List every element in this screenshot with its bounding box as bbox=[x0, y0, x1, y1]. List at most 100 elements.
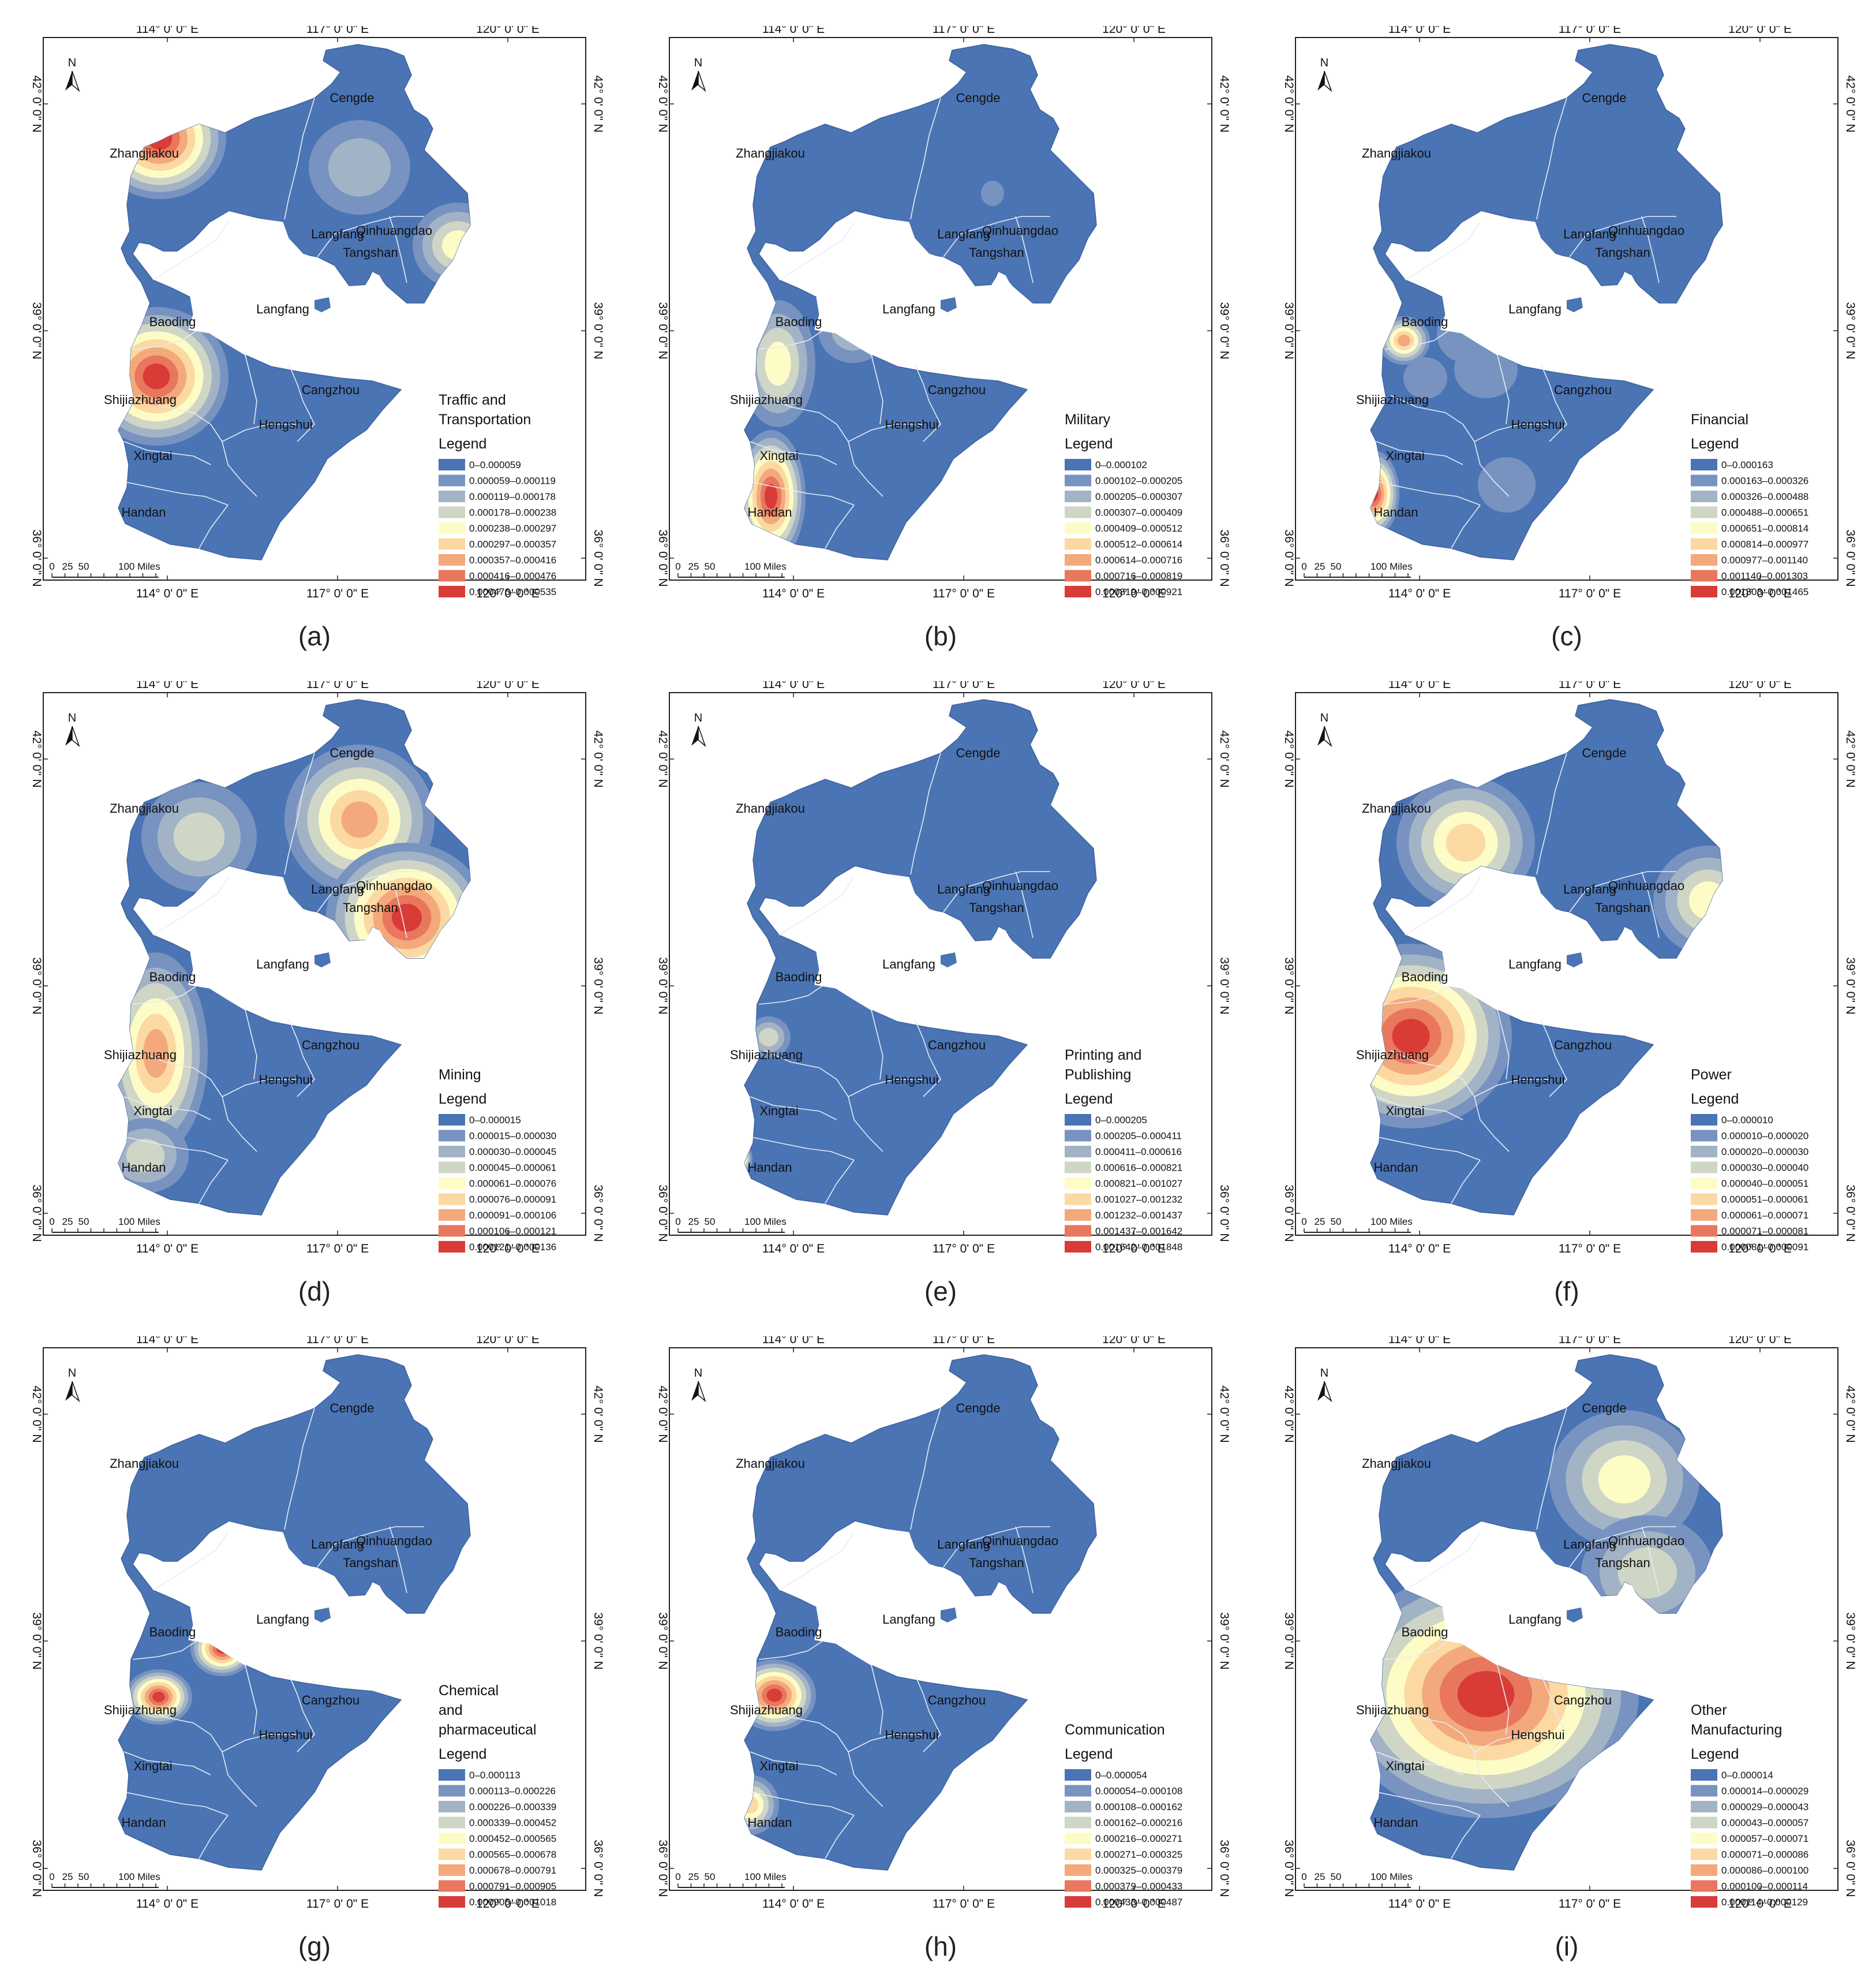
city-label: Hengshui bbox=[885, 1072, 939, 1087]
density-contour bbox=[1446, 824, 1486, 862]
scale-bar-tick-label: 0 bbox=[1301, 1871, 1306, 1882]
density-contour bbox=[766, 1688, 782, 1702]
city-borders bbox=[123, 753, 424, 1204]
legend-range-label: 0.000307–0.000409 bbox=[1095, 507, 1182, 518]
city-label: Hengshui bbox=[1511, 1728, 1565, 1742]
legend-swatch bbox=[1065, 538, 1091, 550]
city-border bbox=[778, 877, 855, 936]
legend-swatch bbox=[1065, 506, 1091, 518]
north-arrow-label: N bbox=[1320, 57, 1328, 69]
lat-label-right: 42° 0' 0" N bbox=[591, 75, 603, 132]
density-contour bbox=[1457, 1671, 1515, 1717]
city-label: Langfang bbox=[311, 1537, 364, 1552]
legend-swatch bbox=[439, 1241, 465, 1253]
lon-label-top: 117° 0' 0" E bbox=[933, 1336, 995, 1346]
legend-range-label: 0.000819–0.000921 bbox=[1095, 586, 1182, 597]
city-border bbox=[138, 395, 223, 442]
lat-label-right: 39° 0' 0" N bbox=[1844, 302, 1855, 359]
legend: Traffic and Transportation Legend 0–0.00005… bbox=[439, 392, 556, 597]
legend-range-label: 0.000271–0.000325 bbox=[1095, 1849, 1182, 1860]
city-border bbox=[1377, 481, 1481, 506]
lon-label-bottom: 117° 0' 0" E bbox=[306, 587, 369, 600]
city-label: Handan bbox=[747, 505, 792, 519]
city-border bbox=[871, 1010, 883, 1080]
city-border bbox=[245, 354, 257, 425]
lat-label-right: 39° 0' 0" N bbox=[591, 957, 603, 1014]
legend-range-label: 0.000076–0.000091 bbox=[469, 1194, 556, 1205]
scale-bar-tick-label: 25 bbox=[62, 1871, 73, 1882]
lat-label-left: 39° 0' 0" N bbox=[656, 302, 669, 359]
lon-label-bottom: 120° 0' 0" E bbox=[476, 587, 540, 600]
panel-caption: (b) bbox=[924, 621, 957, 651]
city-label: Langfang bbox=[311, 882, 364, 896]
legend-range-label: 0.000476–0.000535 bbox=[469, 586, 556, 597]
legend: Other Manufacturing Legend 0–0.000014 0.0000… bbox=[1691, 1702, 1808, 1908]
lat-label-left: 42° 0' 0" N bbox=[30, 730, 43, 787]
city-label: Xingtai bbox=[1386, 1759, 1424, 1773]
scale-bar-tick-label: 100 Miles bbox=[744, 561, 787, 572]
beijing-area bbox=[188, 1528, 329, 1666]
legend-range-label: 0.000030–0.000045 bbox=[469, 1146, 556, 1157]
city-border bbox=[943, 216, 1050, 257]
lat-label-right: 39° 0' 0" N bbox=[591, 1612, 603, 1669]
city-label: Shijiazhuang bbox=[1356, 1048, 1429, 1062]
city-border bbox=[125, 481, 229, 506]
legend-swatch bbox=[1691, 1146, 1717, 1157]
lat-label-left: 42° 0' 0" N bbox=[30, 75, 43, 132]
city-label: Langfang bbox=[1508, 957, 1562, 971]
density-layer bbox=[1371, 776, 1723, 1128]
city-border bbox=[317, 871, 424, 913]
legend-range-label: 0.000791–0.000905 bbox=[469, 1881, 556, 1892]
lon-label-top: 117° 0' 0" E bbox=[933, 26, 995, 36]
legend: Financial Legend 0–0.000163 0.000163–0.0003… bbox=[1691, 412, 1808, 597]
lat-label-left: 36° 0' 0" N bbox=[1282, 529, 1295, 586]
city-border bbox=[1540, 363, 1567, 442]
lat-label-right: 39° 0' 0" N bbox=[1844, 957, 1855, 1014]
lon-label-bottom: 114° 0' 0" E bbox=[136, 587, 199, 600]
legend-range-label: 0.000102–0.000205 bbox=[1095, 476, 1182, 487]
legend-swatch bbox=[1691, 491, 1717, 502]
province-region bbox=[744, 699, 1097, 1216]
city-label: Xingtai bbox=[1386, 1104, 1424, 1118]
legend-range-label: 0.000059–0.000119 bbox=[469, 476, 556, 487]
north-arrow-icon: N bbox=[1317, 1367, 1332, 1403]
city-border bbox=[317, 216, 424, 257]
city-label: Qinhuangdao bbox=[356, 879, 432, 893]
panel-caption: (g) bbox=[298, 1931, 331, 1961]
legend-swatch bbox=[439, 1114, 465, 1126]
scale-bar-tick-label: 0 bbox=[49, 1871, 54, 1882]
legend-swatch bbox=[1691, 1864, 1717, 1876]
legend-range-label: 0.000216–0.000271 bbox=[1095, 1833, 1182, 1844]
beijing-area bbox=[814, 873, 956, 1011]
city-border bbox=[1540, 1673, 1567, 1752]
city-border bbox=[1497, 354, 1510, 425]
city-label: Tangshan bbox=[343, 245, 398, 260]
city-label: Handan bbox=[1373, 505, 1418, 519]
city-border bbox=[317, 1526, 424, 1568]
legend-range-label: 0.000119–0.000178 bbox=[469, 491, 556, 502]
lon-label-bottom: 120° 0' 0" E bbox=[476, 1242, 540, 1255]
city-border bbox=[914, 1018, 941, 1097]
scale-bar-tick-label: 25 bbox=[1315, 1216, 1325, 1227]
langfang-exclave bbox=[1567, 297, 1583, 312]
lon-label-top: 117° 0' 0" E bbox=[1559, 681, 1621, 691]
city-border bbox=[1015, 871, 1034, 939]
legend-range-label: 0.001642–0.001848 bbox=[1095, 1242, 1182, 1253]
city-border bbox=[1497, 1010, 1510, 1080]
city-border bbox=[123, 441, 211, 465]
legend-range-label: 0.000015–0.000030 bbox=[469, 1131, 556, 1142]
lon-label-bottom: 114° 0' 0" E bbox=[1388, 587, 1451, 600]
city-label: Zhangjiakou bbox=[110, 1456, 179, 1471]
legend-swatch bbox=[439, 1833, 465, 1844]
langfang-exclave bbox=[314, 1608, 331, 1623]
city-border bbox=[750, 1751, 837, 1775]
map-panel-g: 114° 0' 0" E 114° 0' 0" E 117° 0' 0" E 117°… bbox=[26, 1336, 603, 1961]
city-label: Qinhuangdao bbox=[356, 223, 432, 238]
langfang-exclave bbox=[941, 297, 957, 312]
lat-label-right: 36° 0' 0" N bbox=[1844, 1184, 1855, 1242]
scale-bar-tick-label: 0 bbox=[1301, 561, 1306, 572]
city-border bbox=[778, 1532, 855, 1591]
legend-swatch bbox=[439, 1161, 465, 1173]
legend-range-label: 0.000326–0.000488 bbox=[1721, 491, 1808, 502]
